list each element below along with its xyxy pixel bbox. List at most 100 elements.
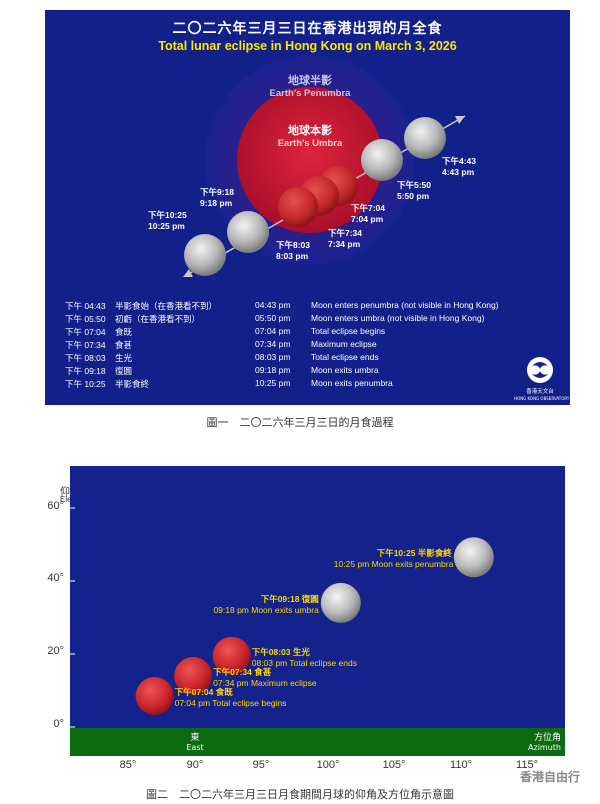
y-tick-40: 40° — [47, 572, 64, 584]
event-desc-en: Total eclipse begins — [311, 326, 386, 336]
azimuth-label: 方位角 Azimuth — [528, 730, 561, 752]
moon-label-9-18: 下午9:18 9:18 pm — [200, 187, 234, 209]
moon-label-7-04-en: 7:04 pm — [351, 214, 384, 224]
hko-logo-text-zh: 香港天文台 — [526, 389, 554, 395]
elevation-moon-label-zh: 下午09:18 復圓 — [260, 593, 319, 604]
azimuth-label-zh: 方位角 — [533, 733, 561, 743]
moon-label-9-18-zh: 下午9:18 — [200, 187, 235, 197]
event-desc-zh: 半影食終 — [115, 379, 150, 389]
elevation-moon-label-zh: 下午07:34 食甚 — [213, 666, 272, 677]
elevation-moon-1 — [174, 656, 213, 695]
moon-label-5-50-zh: 下午5:50 — [397, 180, 432, 190]
east-label-en: East — [186, 743, 204, 752]
moon-label-8-03-zh: 下午8:03 — [276, 240, 311, 250]
east-label-zh: 東 — [190, 733, 200, 743]
event-time-zh: 下午 07:34 — [65, 340, 106, 350]
event-time-en: 07:34 pm — [255, 339, 291, 349]
hko-logo-icon — [527, 357, 553, 383]
elevation-chart-graphic — [70, 507, 494, 728]
moon-label-10-25-zh: 下午10:25 — [148, 210, 187, 220]
elevation-moon-label-en: 09:18 pm Moon exits umbra — [213, 604, 319, 615]
moon-label-7-34-zh: 下午7:34 — [328, 228, 363, 238]
event-time-en: 07:04 pm — [255, 326, 291, 336]
event-desc-en: Maximum eclipse — [311, 339, 377, 349]
event-time-zh: 下午 05:50 — [65, 314, 106, 324]
moon-label-7-04-zh: 下午7:04 — [351, 203, 386, 213]
elevation-moon-4 — [453, 537, 494, 578]
moon-label-4-43: 下午4:43 4:43 pm — [442, 156, 476, 178]
elevation-chart-panel: 東 East 方位角 Azimuth — [70, 466, 565, 756]
moon-label-10-25: 下午10:25 10:25 pm — [148, 210, 187, 232]
event-time-zh: 下午 07:04 — [65, 327, 106, 337]
elevation-moon-2 — [212, 636, 251, 675]
elevation-moon-label: 下午07:04 食既 07:04 pm Total eclipse begins — [175, 687, 287, 709]
x-tick-95: 95° — [252, 759, 270, 771]
y-tick-20: 20° — [47, 645, 64, 657]
x-tick-110: 110° — [450, 759, 472, 771]
x-tick-100: 100° — [316, 759, 340, 771]
watermark: 香港自由行 — [519, 770, 580, 784]
eclipse-diagram-panel: 二〇二六年三月三日在香港出現的月全食 Total lunar eclipse i… — [45, 10, 570, 405]
elevation-moon-label-en: 07:04 pm Total eclipse begins — [174, 697, 287, 708]
x-tick-85: 85° — [119, 759, 137, 771]
event-desc-en: Moon exits umbra — [311, 365, 379, 375]
figure1-title-en: Total lunar eclipse in Hong Kong on Marc… — [158, 39, 457, 53]
elevation-moon-label-zh: 下午07:04 食既 — [174, 686, 233, 697]
moon-label-9-18-en: 9:18 pm — [200, 198, 233, 208]
elevation-moon-label-zh: 下午08:03 生光 — [251, 646, 310, 657]
figure1-caption: 圖一 二〇二六年三月三日的月食過程 — [206, 416, 394, 429]
moon-label-4-43-zh: 下午4:43 — [442, 156, 477, 166]
elevation-moon-label: 下午08:03 生光 08:03 pm Total eclipse ends — [252, 647, 357, 669]
umbra-label: 地球本影 Earth's Umbra — [260, 122, 360, 149]
moon-label-5-50: 下午5:50 5:50 pm — [397, 180, 431, 202]
moon-label-7-34-en: 7:34 pm — [328, 239, 361, 249]
event-time-en: 08:03 pm — [255, 352, 291, 362]
event-time-zh: 下午 04:43 — [65, 301, 106, 311]
moon-label-5-50-en: 5:50 pm — [397, 191, 430, 201]
path-arrow-end — [455, 116, 465, 124]
event-desc-zh: 食既 — [115, 327, 133, 337]
hko-logo-text-en: HONG KONG OBSERVATORY — [514, 396, 570, 401]
moon-label-10-25-en: 10:25 pm — [148, 221, 185, 231]
elevation-moon-label: 下午10:25 半影食終 10:25 pm Moon exits penumbra — [333, 548, 454, 570]
azimuth-label-en: Azimuth — [528, 743, 561, 752]
penumbra-label: 地球半影 Earth's Penumbra — [260, 72, 360, 99]
moon-9-18 — [227, 211, 269, 253]
figure2-caption: 圖二 二〇二六年三月三日月食期間月球的仰角及方位角示意圖 — [146, 788, 454, 801]
east-label: 東 East — [183, 730, 207, 752]
eclipse-diagram-graphic — [183, 55, 466, 277]
moon-label-8-03-en: 8:03 pm — [276, 251, 309, 261]
moon-label-4-43-en: 4:43 pm — [442, 167, 475, 177]
elevation-moon-3 — [320, 582, 361, 623]
event-time-zh: 下午 10:25 — [65, 379, 106, 389]
x-tick-105: 105° — [382, 759, 406, 771]
penumbra-label-zh: 地球半影 — [288, 75, 332, 87]
elevation-moon-label-en: 10:25 pm Moon exits penumbra — [333, 559, 454, 570]
figure1-title-zh: 二〇二六年三月三日在香港出現的月全食 — [172, 21, 443, 37]
moon-label-8-03: 下午8:03 8:03 pm — [276, 240, 310, 262]
event-desc-en: Total eclipse ends — [311, 352, 379, 362]
moon-label-7-04: 下午7:04 7:04 pm — [351, 203, 385, 225]
moon-4-43 — [404, 117, 446, 159]
umbra-label-en: Earth's Umbra — [277, 138, 343, 149]
hko-logo: 香港天文台 HONG KONG OBSERVATORY — [514, 355, 569, 401]
event-desc-en: Moon enters umbra (not visible in Hong K… — [311, 313, 485, 323]
event-time-zh: 下午 09:18 — [65, 366, 106, 376]
x-tick-90: 90° — [186, 759, 204, 771]
elevation-moon-label-en: 07:34 pm Maximum eclipse — [213, 677, 317, 688]
event-time-en: 04:43 pm — [255, 300, 291, 310]
event-desc-zh: 食甚 — [115, 340, 133, 350]
x-tick-115: 115° — [516, 759, 538, 771]
umbra-label-zh: 地球本影 — [288, 125, 332, 137]
y-tick-0: 0° — [53, 718, 64, 730]
elevation-moon-label-zh: 下午10:25 半影食終 — [376, 548, 452, 559]
event-desc-zh: 半影食始（在香港看不到） — [115, 301, 218, 311]
event-desc-zh: 復圓 — [115, 366, 133, 376]
penumbra-label-en: Earth's Penumbra — [269, 88, 351, 99]
event-desc-zh: 初虧（在香港看不到） — [115, 314, 201, 324]
event-desc-en: Moon exits penumbra — [311, 378, 393, 388]
path-arrow-start — [183, 269, 193, 277]
ground-strip — [70, 728, 565, 756]
event-time-en: 05:50 pm — [255, 313, 291, 323]
event-time-en: 09:18 pm — [255, 365, 291, 375]
